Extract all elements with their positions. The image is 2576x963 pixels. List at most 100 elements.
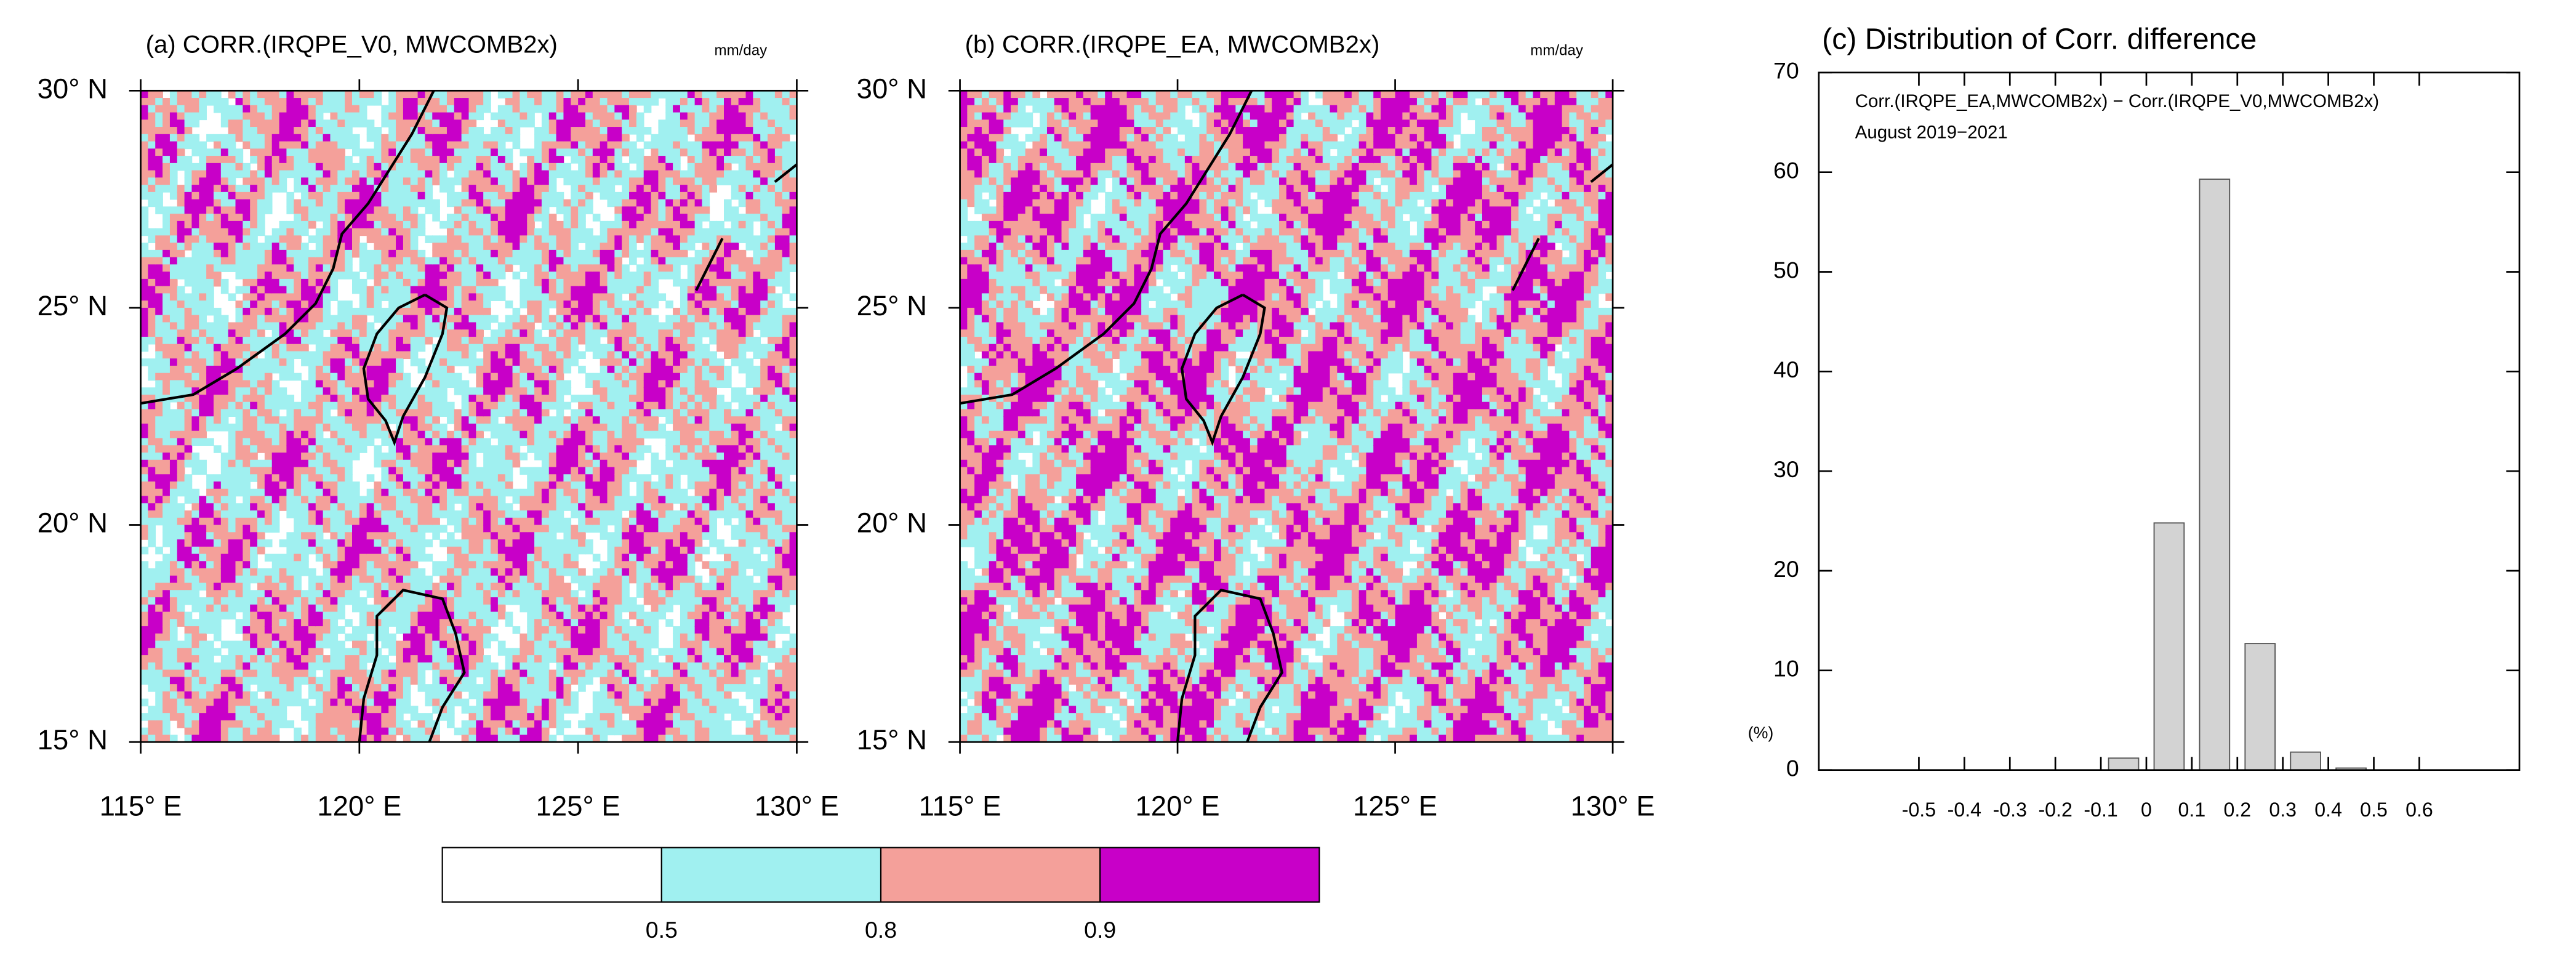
map-cell [417, 503, 426, 511]
map-cell [578, 336, 586, 345]
map-cell [527, 220, 535, 229]
map-cell [155, 351, 163, 359]
map-cell [491, 488, 499, 497]
map-cell [461, 554, 470, 562]
map-cell [578, 307, 586, 316]
map-cell [571, 597, 579, 605]
map-cell [184, 561, 193, 569]
map-cell [169, 525, 178, 533]
map-cell [396, 98, 404, 106]
map-cell [243, 554, 251, 562]
map-cell [483, 662, 491, 671]
map-cell [461, 590, 470, 598]
map-cell [169, 177, 178, 185]
map-cell [563, 98, 572, 106]
map-cell [417, 611, 426, 620]
map-cell [425, 380, 433, 389]
map-cell [140, 416, 149, 424]
map-cell [366, 409, 375, 417]
map-cell [169, 510, 178, 518]
map-cell [520, 662, 528, 671]
map-cell [148, 720, 156, 728]
map-cell [527, 286, 535, 294]
map-cell [491, 394, 499, 403]
map-cell [425, 459, 433, 468]
map-cell [199, 568, 207, 576]
map-cell [148, 611, 156, 620]
map-cell [169, 286, 178, 294]
map-cell [454, 525, 462, 533]
map-cell [491, 698, 499, 707]
map-cell [271, 134, 280, 142]
map-cell [556, 445, 564, 453]
map-cell [461, 300, 470, 308]
map-cell [396, 264, 404, 272]
map-cell [541, 525, 550, 533]
map-cell [512, 698, 521, 707]
map-cell [279, 112, 287, 121]
map-cell [381, 452, 390, 461]
map-cell [191, 141, 200, 150]
map-cell [257, 257, 265, 265]
map-cell [468, 735, 477, 743]
map-cell [425, 336, 433, 345]
map-cell [556, 597, 564, 605]
map-cell [425, 474, 433, 482]
map-cell [461, 459, 470, 468]
map-cell [432, 105, 440, 113]
map-cell [396, 373, 404, 381]
map-cell [468, 575, 477, 584]
map-cell [432, 243, 440, 251]
map-cell [512, 141, 521, 150]
map-cell [381, 220, 390, 229]
map-cell [250, 445, 258, 453]
map-cell [505, 336, 513, 345]
map-cell [388, 286, 396, 294]
map-cell [206, 561, 214, 569]
map-cell [235, 474, 244, 482]
map-cell [177, 488, 185, 497]
map-cell [454, 141, 462, 150]
map-cell [461, 220, 470, 229]
map-cell [468, 474, 477, 482]
map-cell [155, 735, 163, 743]
map-cell [323, 423, 331, 432]
map-cell [505, 358, 513, 366]
map-cell [315, 445, 324, 453]
map-cell [169, 220, 178, 229]
map-cell [461, 249, 470, 258]
map-cell [330, 344, 339, 352]
map-cell [505, 300, 513, 308]
map-cell [213, 669, 222, 678]
map-cell [476, 633, 484, 642]
map-cell [220, 416, 229, 424]
map-cell [381, 278, 390, 287]
map-cell [301, 214, 309, 222]
map-cell [563, 626, 572, 634]
map-cell [425, 482, 433, 490]
map-cell [213, 185, 222, 193]
map-cell [345, 698, 353, 707]
map-cell [491, 329, 499, 337]
map-cell [541, 582, 550, 591]
map-cell [177, 257, 185, 265]
map-cell [323, 546, 331, 555]
map-cell [578, 127, 586, 135]
map-cell [163, 727, 171, 736]
map-cell [140, 394, 149, 403]
map-cell [417, 148, 426, 156]
map-cell [497, 554, 506, 562]
map-cell [271, 105, 280, 113]
map-cell [228, 691, 236, 699]
map-cell [337, 626, 345, 634]
map-cell [563, 648, 572, 656]
map-cell [220, 532, 229, 540]
map-cell [483, 358, 491, 366]
map-cell [527, 698, 535, 707]
map-cell [520, 220, 528, 229]
map-cell [177, 517, 185, 526]
map-cell [520, 633, 528, 642]
map-cell [352, 735, 360, 743]
map-cell [571, 191, 579, 200]
map-cell [191, 619, 200, 627]
